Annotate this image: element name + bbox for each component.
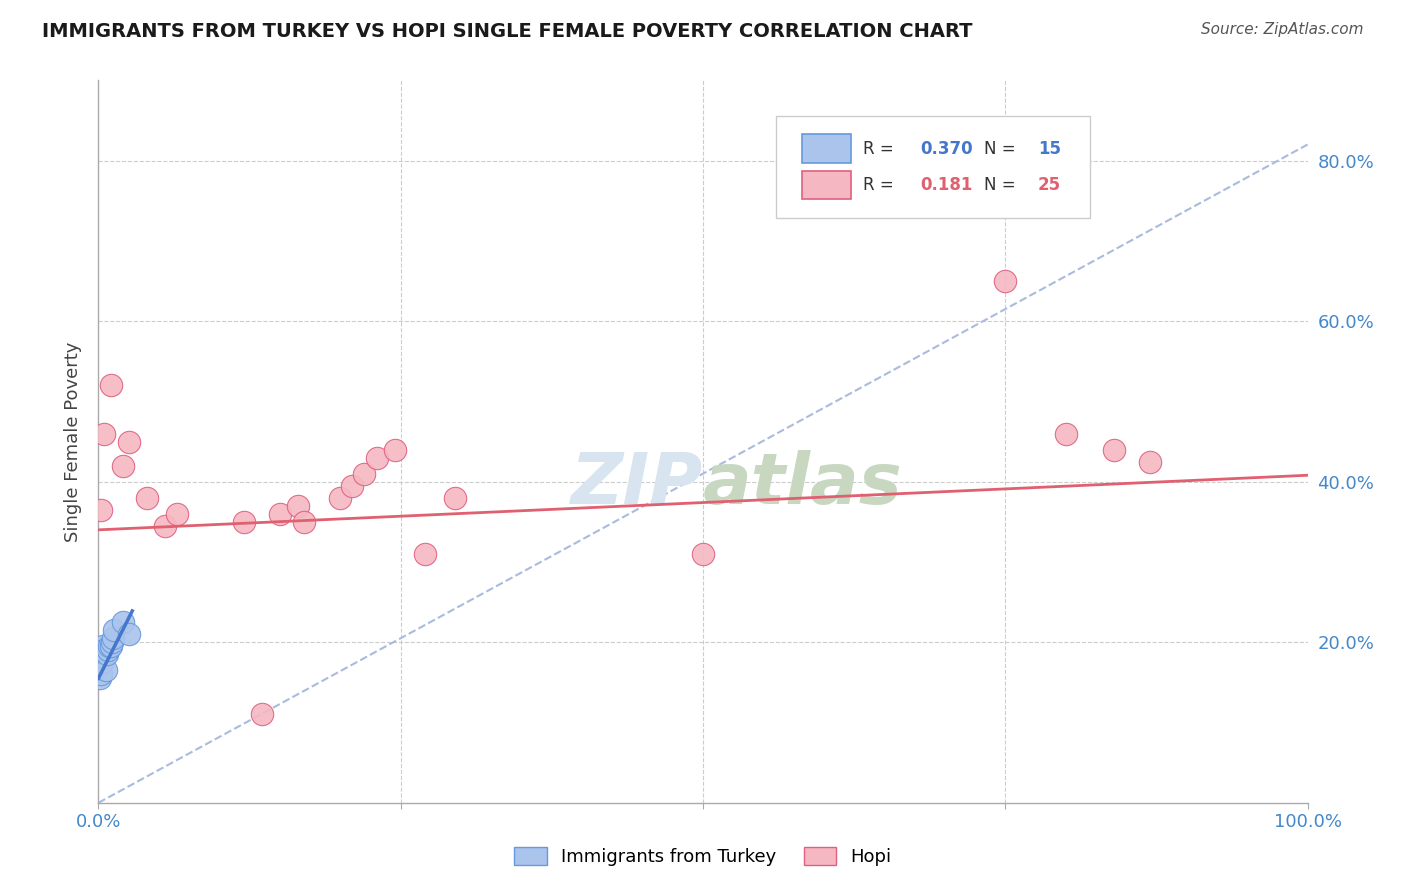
Point [97, 643, 120, 657]
Text: R =: R = [863, 140, 898, 158]
Text: atlas: atlas [703, 450, 903, 519]
Point [91, 655, 114, 669]
Point [292, 515, 315, 529]
Point [384, 442, 406, 457]
Point [287, 499, 309, 513]
Point [444, 491, 467, 505]
Point [98, 639, 121, 653]
Text: N =: N = [984, 140, 1021, 158]
Point [96, 648, 118, 662]
Point [342, 478, 364, 492]
Text: 0.370: 0.370 [921, 140, 973, 158]
Point [994, 274, 1017, 288]
Point [93, 643, 115, 657]
Point [135, 491, 157, 505]
Point [692, 547, 714, 561]
Point [100, 378, 122, 392]
Point [1054, 426, 1077, 441]
Point [90, 502, 112, 516]
Point [93, 426, 115, 441]
Point [250, 707, 273, 722]
Point [413, 547, 436, 561]
Point [91, 639, 114, 653]
Legend: Immigrants from Turkey, Hopi: Immigrants from Turkey, Hopi [508, 839, 898, 873]
Text: ZIP: ZIP [571, 450, 703, 519]
Text: 0.181: 0.181 [921, 176, 973, 194]
Point [90, 667, 112, 681]
Text: R =: R = [863, 176, 898, 194]
Point [100, 635, 122, 649]
Text: IMMIGRANTS FROM TURKEY VS HOPI SINGLE FEMALE POVERTY CORRELATION CHART: IMMIGRANTS FROM TURKEY VS HOPI SINGLE FE… [42, 22, 973, 41]
Point [118, 434, 141, 449]
Text: Source: ZipAtlas.com: Source: ZipAtlas.com [1201, 22, 1364, 37]
Point [94, 664, 117, 678]
Point [269, 507, 291, 521]
Point [353, 467, 375, 481]
Point [101, 632, 124, 646]
FancyBboxPatch shape [803, 135, 851, 163]
Point [111, 458, 134, 473]
Point [118, 627, 141, 641]
Point [232, 515, 254, 529]
Point [366, 450, 388, 465]
Point [103, 623, 125, 637]
Point [1139, 454, 1161, 469]
FancyBboxPatch shape [803, 170, 851, 200]
Point [100, 639, 122, 653]
Point [166, 507, 188, 521]
FancyBboxPatch shape [776, 117, 1090, 218]
Point [329, 491, 352, 505]
Point [111, 615, 134, 630]
Text: 25: 25 [1038, 176, 1062, 194]
Y-axis label: Single Female Poverty: Single Female Poverty [65, 342, 83, 541]
Text: 15: 15 [1038, 140, 1062, 158]
Text: N =: N = [984, 176, 1021, 194]
Point [1102, 442, 1125, 457]
Point [153, 518, 176, 533]
Point [89, 671, 111, 685]
